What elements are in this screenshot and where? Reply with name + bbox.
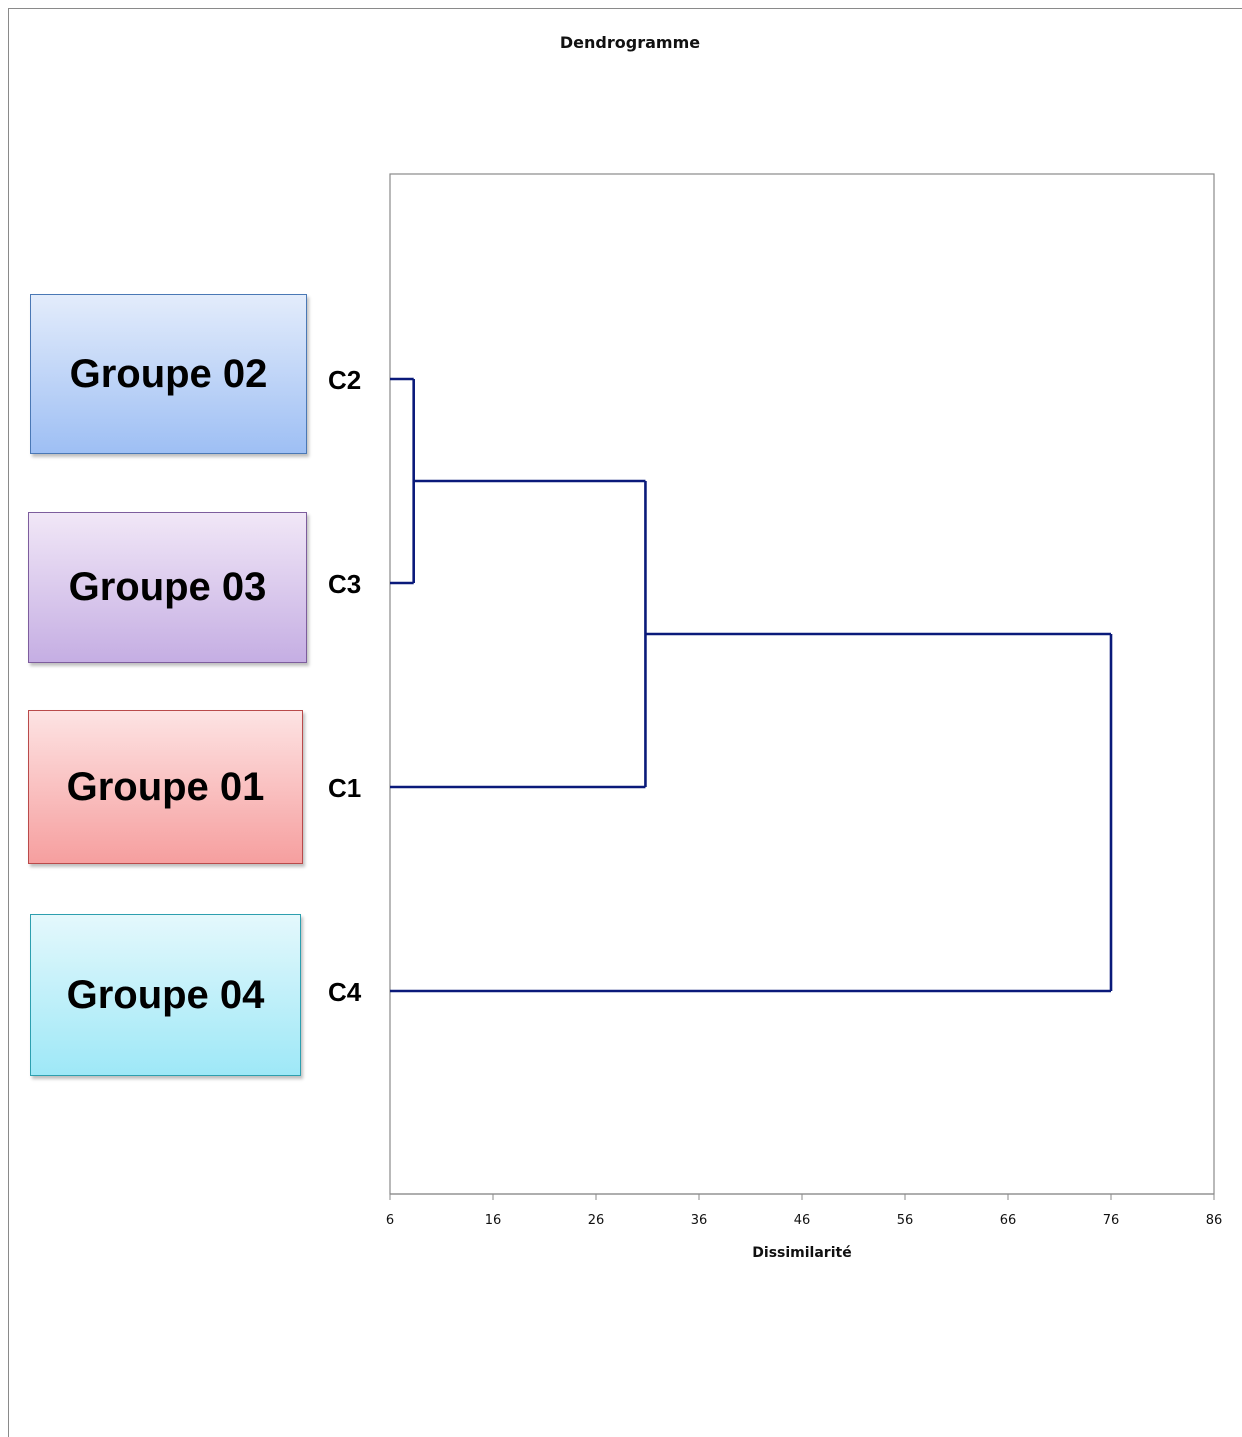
x-tick-label: 6 [386,1213,394,1228]
x-axis-label: Dissimilarité [752,1245,851,1261]
chart-title: Dendrogramme [559,33,701,52]
x-tick-label: 86 [1206,1213,1223,1228]
frame-left-border [8,8,9,1437]
x-tick-label: 36 [691,1213,708,1228]
x-tick-label: 56 [897,1213,914,1228]
leaf-label: C2 [328,365,361,395]
x-tick-label: 66 [1000,1213,1017,1228]
frame-top-border [8,8,1242,9]
group-box-04: Groupe 04 [30,914,301,1076]
x-tick-label: 76 [1103,1213,1120,1228]
leaf-label: C3 [328,569,361,599]
group-box-01: Groupe 01 [28,710,303,864]
leaf-label: C4 [328,977,362,1007]
leaf-label: C1 [328,773,361,803]
group-box-03: Groupe 03 [28,512,307,663]
plot-area-border [389,173,1215,1195]
x-tick-label: 26 [588,1213,605,1228]
group-box-02: Groupe 02 [30,294,307,454]
x-tick-label: 16 [485,1213,502,1228]
x-tick-label: 46 [794,1213,811,1228]
